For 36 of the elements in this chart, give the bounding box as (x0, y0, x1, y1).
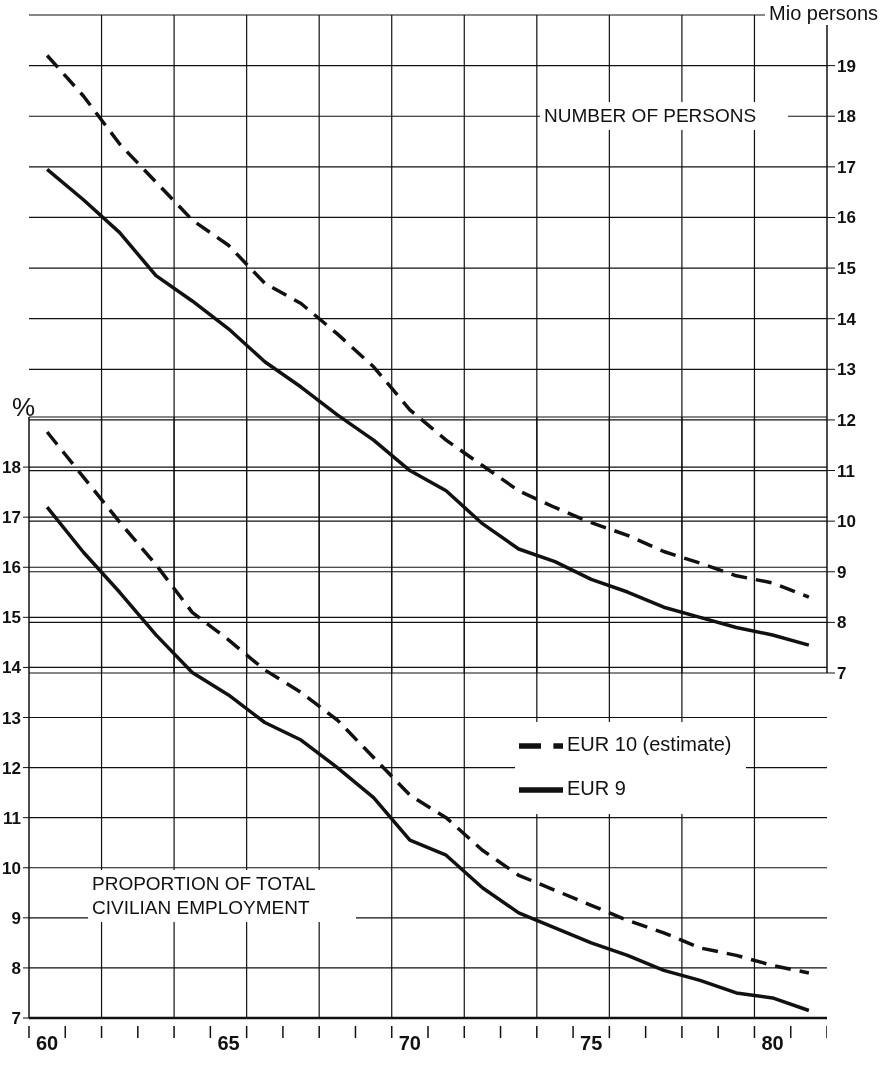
x-tick-label: 60 (36, 1032, 59, 1054)
legend-label: EUR 9 (567, 777, 626, 800)
y-tick-label: 11 (3, 808, 21, 828)
x-tick-label: 70 (398, 1032, 421, 1054)
y2-axis-title: Mio persons (765, 2, 878, 25)
y2-tick-label: 12 (837, 410, 856, 430)
y-tick-label: 7 (11, 1009, 21, 1029)
y2-tick-label: 9 (837, 562, 847, 582)
x-tick-label: 65 (217, 1032, 240, 1054)
annotation: PROPORTION OF TOTAL CIVILIAN EMPLOYMENT (88, 870, 356, 922)
x-tick-label: 75 (580, 1032, 603, 1054)
y-tick-label: 12 (2, 758, 21, 778)
y-tick-label: 15 (2, 608, 21, 628)
y2-tick-label: 11 (837, 461, 855, 481)
y-tick-label: 16 (2, 558, 21, 578)
y2-tick-label: 18 (837, 107, 856, 127)
y2-tick-label: 19 (837, 56, 856, 76)
x-tick-label: 80 (761, 1032, 784, 1054)
y2-tick-label: 8 (837, 613, 847, 633)
y2-tick-label: 14 (837, 309, 857, 329)
y2-tick-label: 10 (837, 512, 856, 532)
text: NUMBER OF PERSONS (540, 102, 788, 130)
y2-tick-label: 17 (837, 157, 856, 177)
y-tick-label: 18 (2, 458, 21, 478)
y-axis-title: % (12, 392, 36, 423)
y2-tick-label: 13 (837, 360, 856, 380)
y2-tick-label: 15 (837, 259, 856, 279)
y-tick-label: 9 (11, 908, 21, 928)
y-tick-label: 10 (2, 858, 21, 878)
y-tick-label: 14 (2, 658, 22, 678)
y-tick-label: 13 (2, 708, 21, 728)
y2-tick-label: 7 (837, 664, 847, 684)
y-tick-label: 17 (2, 508, 21, 528)
y-tick-label: 8 (11, 958, 21, 978)
legend-label: EUR 10 (estimate) (567, 733, 732, 756)
y2-tick-label: 16 (837, 208, 856, 228)
